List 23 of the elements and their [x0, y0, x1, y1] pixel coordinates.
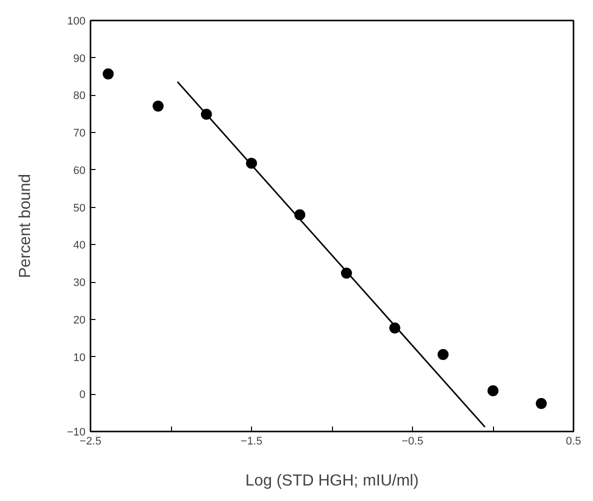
y-tick-label: 30 — [73, 277, 86, 290]
x-tick-label: −1.5 — [240, 436, 262, 448]
y-tick-label: 40 — [73, 240, 86, 252]
y-tick-label: −10 — [66, 426, 86, 438]
y-tick-label: 60 — [73, 164, 86, 177]
x-tick-label: −2.5 — [80, 436, 102, 448]
x-tick-label: 0.5 — [566, 436, 582, 448]
y-tick-label: 100 — [67, 16, 86, 28]
y-tick-label: 90 — [73, 52, 86, 65]
y-tick-label: 20 — [73, 314, 86, 326]
x-axis-title: Log (STD HGH; mIU/ml) — [245, 472, 419, 490]
y-tick-label: 0 — [79, 389, 86, 402]
y-tick-label: 70 — [73, 128, 86, 140]
point — [488, 385, 498, 396]
y-tick-label: 80 — [73, 90, 86, 102]
point — [102, 68, 114, 80]
y-axis-title: Percent bound — [16, 174, 34, 278]
y-tick-label: 50 — [73, 202, 86, 214]
point — [438, 349, 449, 360]
y-tick-label: 10 — [73, 352, 86, 364]
point — [152, 100, 164, 112]
point — [536, 398, 547, 409]
x-tick-label: −0.5 — [402, 436, 424, 448]
